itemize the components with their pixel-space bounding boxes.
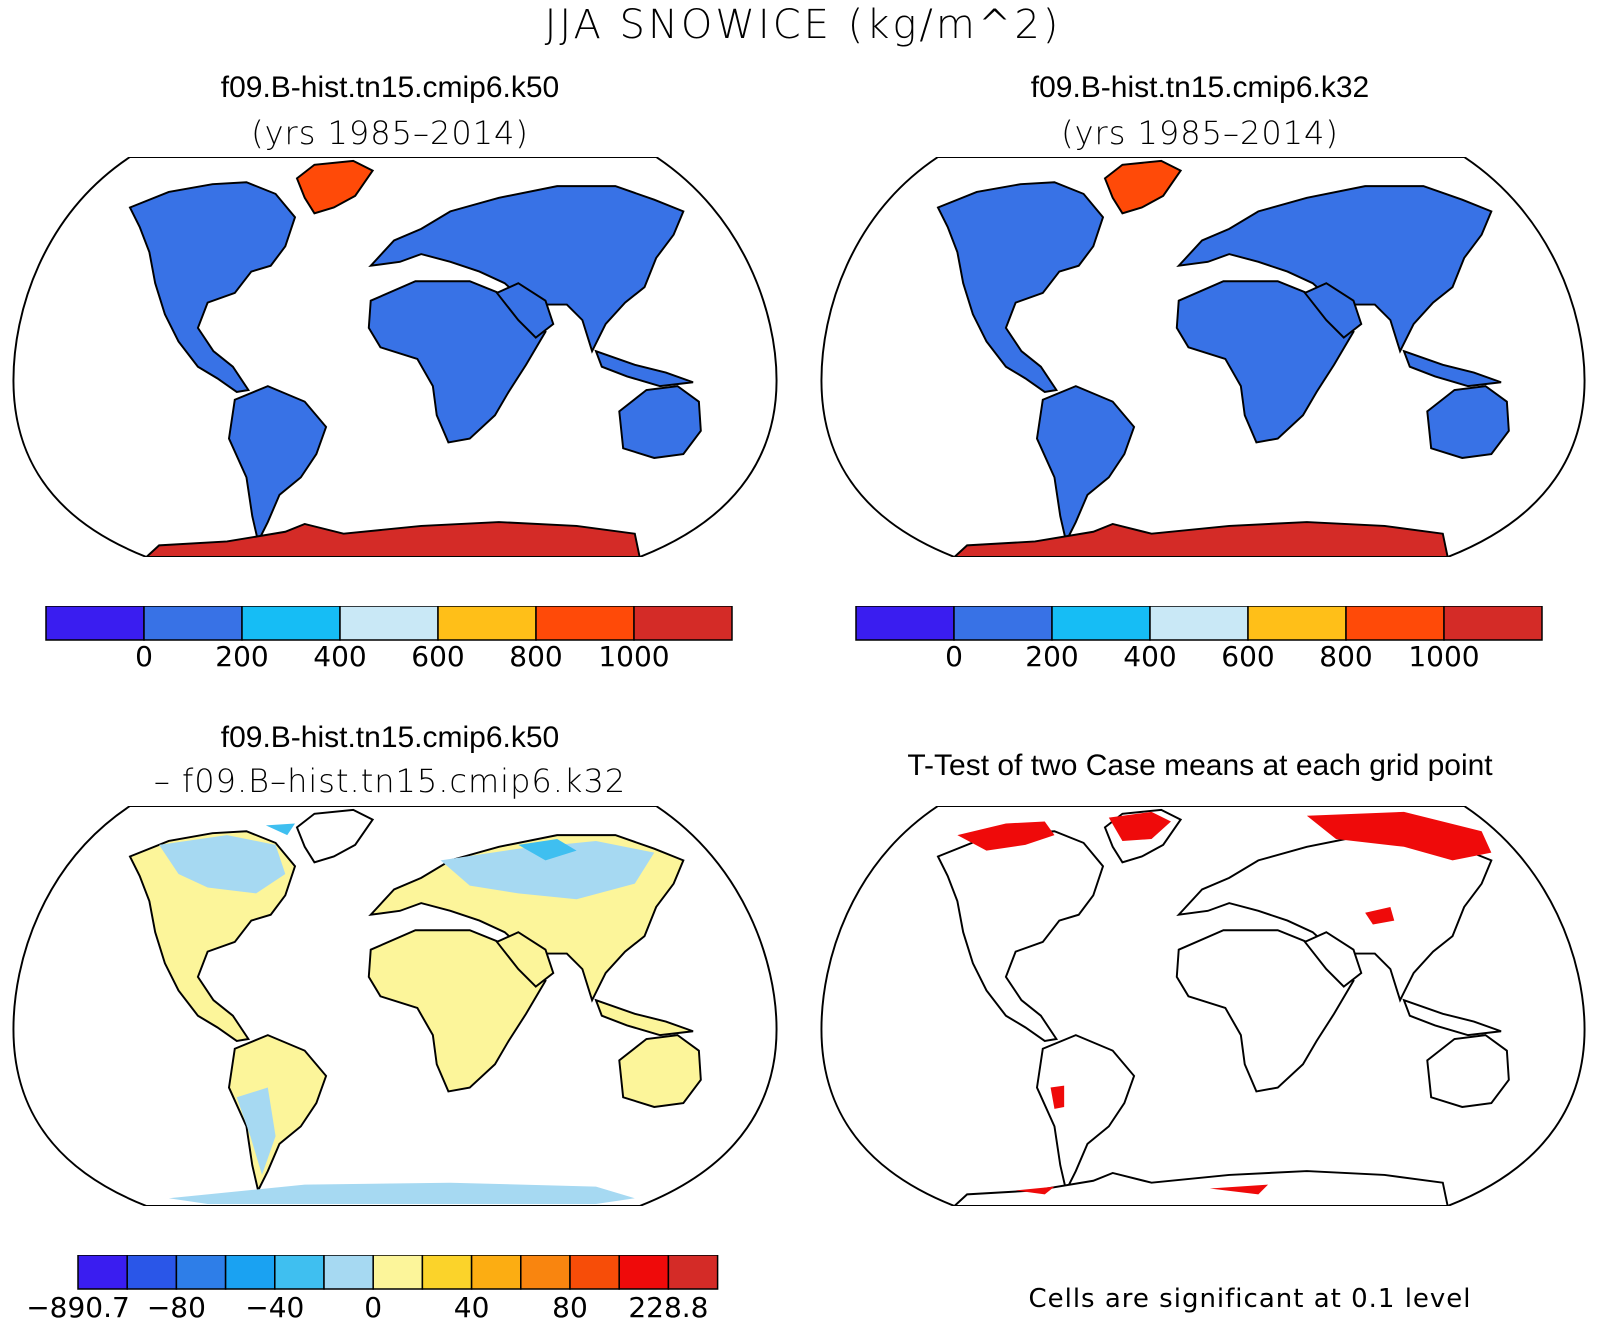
colorbar-boxes <box>77 1255 719 1290</box>
colorbar-box <box>855 606 955 641</box>
colorbar-tick-label: 1000 <box>1408 640 1479 673</box>
colorbar-box <box>953 606 1053 641</box>
colorbar-tick-label: 200 <box>1025 640 1078 673</box>
panel2-subtitle: (yrs 1985–2014) <box>1061 114 1339 152</box>
colorbar-box <box>618 1255 670 1290</box>
colorbar-box <box>535 606 635 641</box>
colorbar-box <box>126 1255 178 1290</box>
panel1-subtitle: (yrs 1985–2014) <box>251 114 529 152</box>
colorbar-box <box>1247 606 1347 641</box>
colorbar-box <box>1051 606 1151 641</box>
colorbar-box <box>274 1255 325 1290</box>
colorbar-box <box>667 1255 719 1290</box>
colorbar-tick-label: 0 <box>945 640 963 673</box>
colorbar-tick-label: 800 <box>1319 640 1372 673</box>
colorbar-labels: −890.7 −80 −40 0 40 80 228.8 <box>26 1291 708 1324</box>
colorbar-tick-label: −80 <box>147 1291 206 1324</box>
significance-note: Cells are significant at 0.1 level <box>1028 1284 1472 1314</box>
colorbar-box <box>569 1255 620 1290</box>
colorbar-box <box>372 1255 424 1290</box>
colorbar-tick-label: 800 <box>509 640 562 673</box>
colorbar-box <box>633 606 733 641</box>
colorbar-box <box>224 1255 276 1290</box>
colorbar-box <box>323 1255 374 1290</box>
colorbar-main-right: 0 200 400 600 800 1000 <box>855 606 1543 673</box>
colorbar-tick-label: 200 <box>215 640 268 673</box>
map-panel-difference <box>12 806 778 1206</box>
colorbar-boxes <box>45 606 733 641</box>
colorbar-box <box>520 1255 571 1290</box>
colorbar-tick-label: −890.7 <box>26 1291 130 1324</box>
panel1-title: f09.B-hist.tn15.cmip6.k50 <box>220 71 560 104</box>
colorbar-tick-label: 0 <box>364 1291 382 1324</box>
colorbar-tick-label: 400 <box>313 640 366 673</box>
colorbar-tick-label: 600 <box>1221 640 1274 673</box>
colorbar-boxes <box>855 606 1543 641</box>
colorbar-tick-label: 600 <box>411 640 464 673</box>
colorbar-difference: −890.7 −80 −40 0 40 80 228.8 <box>26 1255 719 1324</box>
colorbar-tick-label: 0 <box>135 640 153 673</box>
colorbar-main-left: 0 200 400 600 800 1000 <box>45 606 733 673</box>
map-panel-k32 <box>820 157 1586 557</box>
map-panel-ttest <box>820 806 1586 1206</box>
colorbar-box <box>175 1255 227 1290</box>
colorbar-tick-label: 40 <box>454 1291 490 1324</box>
colorbar-box <box>77 1255 128 1290</box>
colorbar-tick-label: −40 <box>245 1291 304 1324</box>
panel3-title: f09.B-hist.tn15.cmip6.k50 <box>220 721 560 754</box>
colorbar-box <box>1149 606 1249 641</box>
colorbar-box <box>1345 606 1445 641</box>
colorbar-box <box>241 606 341 641</box>
panel2-title: f09.B-hist.tn15.cmip6.k32 <box>1030 71 1370 104</box>
colorbar-box <box>45 606 145 641</box>
colorbar-box <box>470 1255 522 1290</box>
colorbar-box <box>421 1255 473 1290</box>
colorbar-box <box>1443 606 1543 641</box>
colorbar-tick-label: 400 <box>1123 640 1176 673</box>
colorbar-tick-label: 228.8 <box>628 1291 708 1324</box>
colorbar-labels: 0 200 400 600 800 1000 <box>135 640 670 673</box>
panel4-title: T-Test of two Case means at each grid po… <box>907 749 1493 782</box>
colorbar-tick-label: 1000 <box>598 640 669 673</box>
panel3-subtitle: – f09.B–hist.tn15.cmip6.k32 <box>153 762 627 800</box>
figure-title: JJA SNOWICE (kg/m^2) <box>544 2 1062 48</box>
colorbar-box <box>437 606 537 641</box>
colorbar-tick-label: 80 <box>552 1291 588 1324</box>
map-panel-k50 <box>12 157 778 557</box>
colorbar-labels: 0 200 400 600 800 1000 <box>945 640 1480 673</box>
colorbar-box <box>339 606 439 641</box>
colorbar-box <box>143 606 243 641</box>
